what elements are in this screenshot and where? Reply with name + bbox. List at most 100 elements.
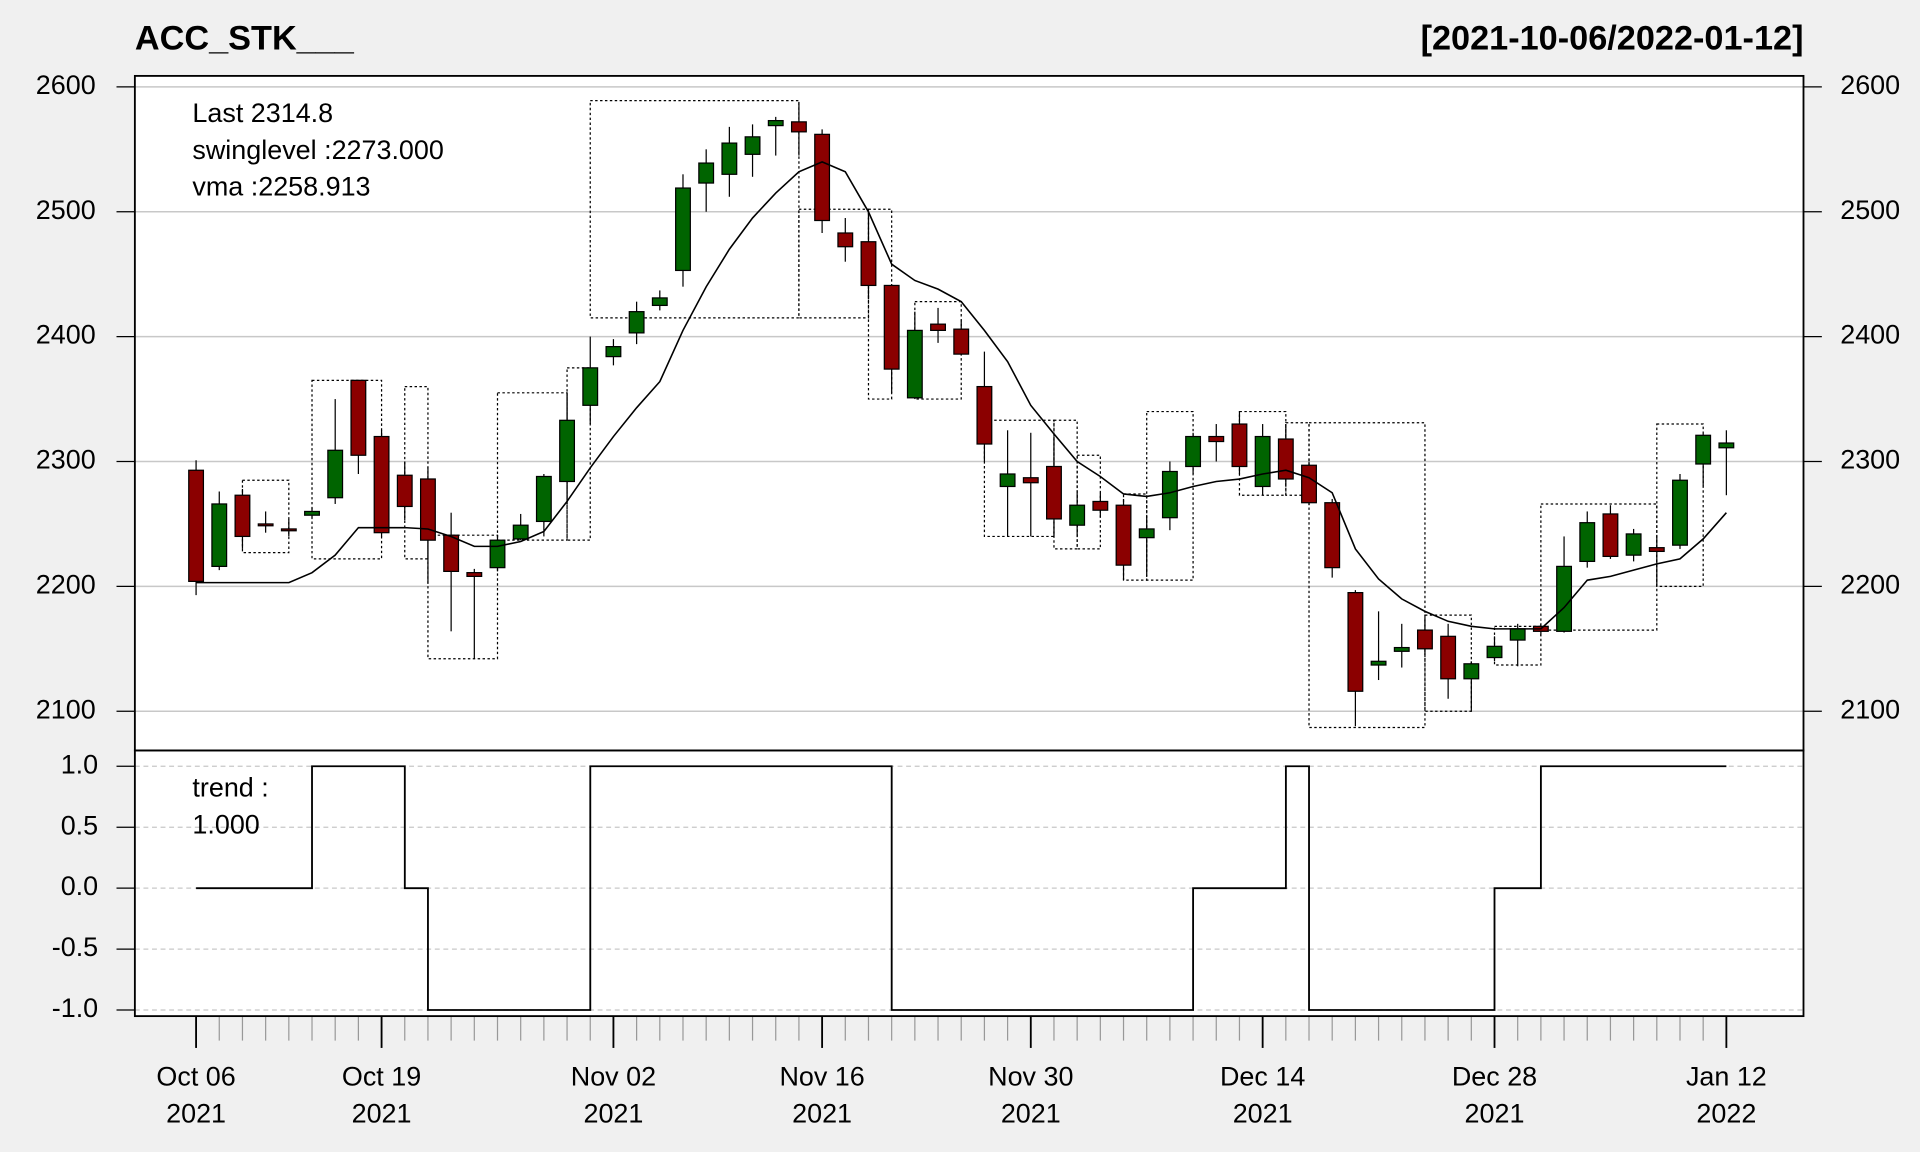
- candle-body: [1046, 465, 1062, 520]
- candle-body: [999, 473, 1016, 488]
- candle-body: [1393, 646, 1410, 652]
- candle-body: [1509, 628, 1526, 641]
- legend-label: swinglevel :2273.000: [192, 135, 443, 165]
- candle-body: [1416, 629, 1433, 650]
- y-tick-label: 2400: [36, 320, 96, 350]
- candle-body: [1463, 663, 1480, 680]
- chart-title: ACC_STK___: [135, 19, 355, 57]
- candle-body: [1718, 442, 1735, 449]
- candle-body: [1069, 504, 1086, 526]
- candle-body: [350, 379, 367, 456]
- swing-box: [427, 534, 499, 660]
- y-tick-label: 0.5: [61, 810, 98, 840]
- y-tick-label: 2200: [1840, 569, 1900, 599]
- x-tick-year: 2021: [583, 1098, 643, 1128]
- candle-body: [466, 572, 483, 577]
- candle-body: [1022, 477, 1039, 484]
- candle-body: [605, 346, 622, 358]
- x-tick-year: 2021: [1233, 1098, 1293, 1128]
- candle-body: [1648, 547, 1665, 553]
- y-tick-label: 2600: [1840, 70, 1900, 100]
- candle-body: [1672, 479, 1688, 546]
- trend-line: [196, 765, 1727, 1011]
- trend-frame: [133, 749, 1805, 1018]
- candle-body: [304, 510, 320, 516]
- candle-body: [1115, 504, 1132, 566]
- candle-body: [930, 323, 946, 332]
- swing-box: [1122, 493, 1148, 581]
- x-tick-year: 2021: [1465, 1098, 1525, 1128]
- x-tick-label: Nov 02: [571, 1062, 656, 1092]
- x-tick-label: Oct 19: [342, 1062, 421, 1092]
- x-tick-year: 2021: [166, 1098, 226, 1128]
- candle-body: [419, 478, 436, 541]
- text-layer: 2100 2100 2200 2200 2300 2300 2400 2400 2500 2500…: [36, 70, 1900, 1128]
- swing-box: [589, 100, 800, 319]
- candle-body: [280, 528, 297, 532]
- candle-body: [1602, 513, 1619, 558]
- candle-body: [489, 539, 506, 569]
- x-tick-year: 2021: [1001, 1098, 1061, 1128]
- candle-body: [1486, 645, 1503, 659]
- candle-body: [1092, 500, 1109, 511]
- swing-box: [1540, 503, 1658, 631]
- candle-body: [1579, 522, 1596, 563]
- candle-body: [698, 162, 715, 184]
- candle-body: [790, 121, 807, 133]
- swing-box: [1656, 423, 1704, 587]
- swing-box: [1053, 419, 1078, 550]
- x-tick-label: Dec 14: [1220, 1062, 1305, 1092]
- candle-body: [860, 241, 877, 287]
- y-tick-label: 2300: [36, 445, 96, 475]
- y-tick-label: 2500: [1840, 195, 1900, 225]
- candle-body: [1695, 434, 1712, 465]
- candle-body: [814, 133, 831, 222]
- candle-body: [582, 367, 599, 406]
- candle-body: [443, 534, 460, 573]
- candle-body: [211, 503, 228, 568]
- price-marks: [188, 100, 1735, 729]
- candle-body: [1277, 438, 1294, 480]
- trend-marks: [196, 765, 1727, 1011]
- legend-label: 1.000: [192, 809, 259, 839]
- x-tick-label: Jan 12: [1686, 1062, 1767, 1092]
- y-tick-label: 1.0: [61, 749, 98, 779]
- candle-body: [535, 475, 552, 523]
- candle-body: [1370, 660, 1387, 666]
- x-tick-label: Oct 06: [156, 1062, 235, 1092]
- y-tick-label: 2600: [36, 70, 96, 100]
- candle-body: [1208, 435, 1225, 443]
- candle-body: [1185, 435, 1202, 468]
- candle-body: [976, 385, 993, 445]
- y-tick-label: -0.5: [52, 932, 98, 962]
- candle-body: [1161, 470, 1178, 519]
- price-panel: [134, 75, 1804, 751]
- candle-body: [651, 297, 668, 307]
- y-tick-label: 2300: [1840, 445, 1900, 475]
- candle-body: [1301, 464, 1317, 504]
- legend-label: vma :2258.913: [192, 172, 370, 202]
- candle-body: [188, 469, 205, 582]
- x-tick-year: 2021: [352, 1098, 412, 1128]
- candle-body: [512, 524, 529, 540]
- x-tick-label: Nov 16: [779, 1062, 864, 1092]
- x-tick-year: 2021: [792, 1098, 852, 1128]
- candle-body: [1324, 502, 1341, 569]
- y-tick-label: 2100: [36, 694, 96, 724]
- candle-body: [906, 329, 923, 399]
- y-tick-label: 2100: [1840, 694, 1900, 724]
- candle-body: [628, 311, 645, 334]
- candle-body: [559, 419, 576, 483]
- candle-body: [1440, 635, 1457, 680]
- x-tick-year: 2022: [1696, 1098, 1756, 1128]
- x-tick-label: Dec 28: [1452, 1062, 1537, 1092]
- candle-body: [1138, 528, 1155, 539]
- candle-body: [675, 187, 691, 272]
- candle-body: [1347, 592, 1364, 692]
- candle-body: [257, 523, 274, 527]
- y-tick-label: 2400: [1840, 320, 1900, 350]
- y-tick-label: -1.0: [52, 993, 98, 1023]
- candle-body: [883, 284, 900, 370]
